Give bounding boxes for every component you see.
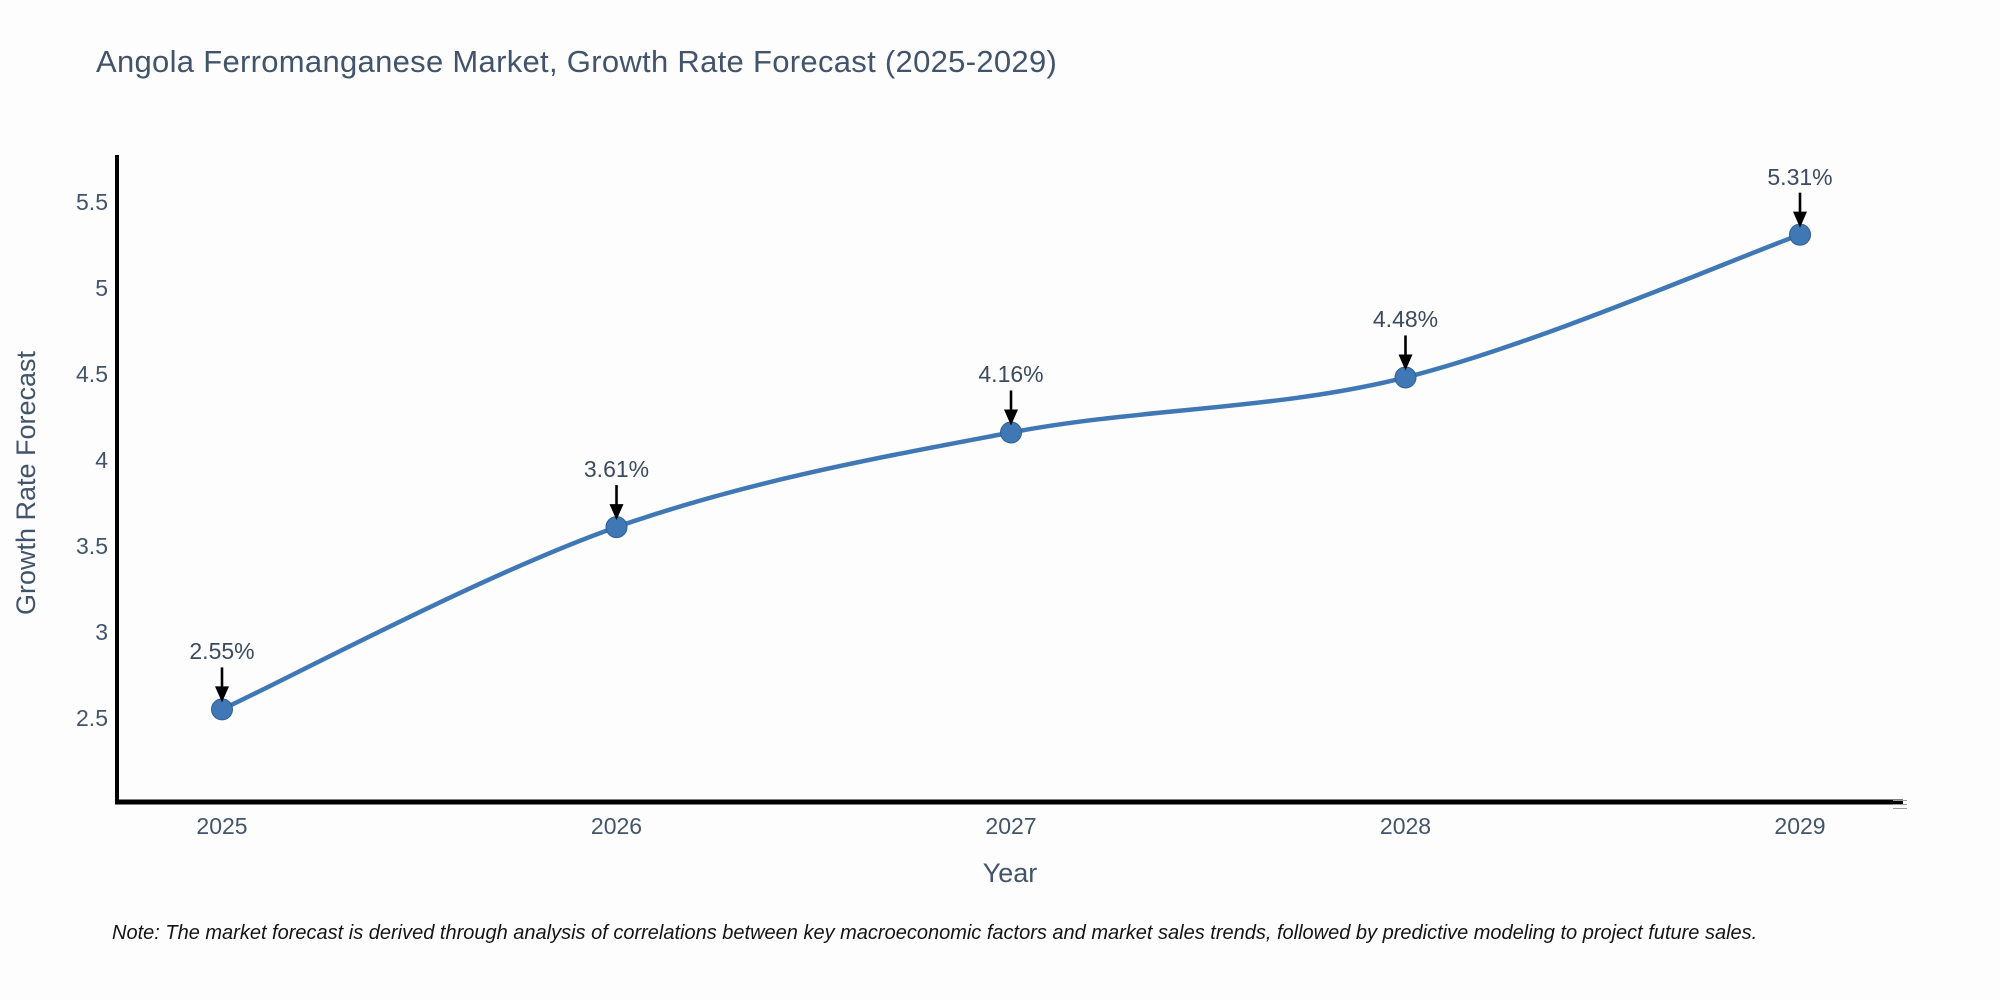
fine-print-line: [1893, 800, 1907, 801]
annotation-arrowhead-icon: [1004, 409, 1018, 426]
y-tick-label-4: 4: [95, 447, 108, 473]
point-value-label-2026: 3.61%: [583, 456, 650, 483]
x-axis-title: Year: [982, 858, 1038, 888]
y-tick-label-5: 5: [95, 275, 108, 301]
chart-title: Angola Ferromanganese Market, Growth Rat…: [96, 44, 1058, 79]
fine-print-line: [1893, 804, 1907, 805]
annotation-arrowhead-icon: [1398, 354, 1413, 371]
point-value-label-2029: 5.31%: [1767, 163, 1833, 190]
annotation-arrowhead-icon: [215, 686, 229, 703]
x-tick-label-2026: 2026: [590, 813, 643, 839]
fine-print-line: [1893, 808, 1907, 809]
annotation-arrowhead-icon: [1793, 211, 1807, 228]
y-tick-label-4.5: 4.5: [76, 361, 108, 387]
point-value-label-2025: 2.55%: [189, 638, 255, 665]
y-tick-label-3.5: 3.5: [76, 533, 108, 559]
point-value-label-2028: 4.48%: [1372, 306, 1439, 333]
x-tick-label-2027: 2027: [985, 813, 1037, 839]
y-tick-label-2.5: 2.5: [76, 705, 108, 731]
y-tick-label-3: 3: [95, 619, 108, 645]
point-value-label-2027: 4.16%: [978, 361, 1044, 388]
x-tick-label-2028: 2028: [1379, 813, 1432, 839]
x-tick-label-2029: 2029: [1774, 813, 1826, 839]
y-axis-title: Growth Rate Forecast: [11, 350, 41, 616]
annotation-arrowhead-icon: [609, 504, 624, 521]
y-tick-label-5.5: 5.5: [76, 189, 108, 215]
footnote: Note: The market forecast is derived thr…: [112, 922, 1758, 944]
axis-end-fine-print: [1893, 800, 1907, 812]
forecast-line: [219, 232, 1803, 712]
x-tick-label-2025: 2025: [196, 813, 248, 839]
